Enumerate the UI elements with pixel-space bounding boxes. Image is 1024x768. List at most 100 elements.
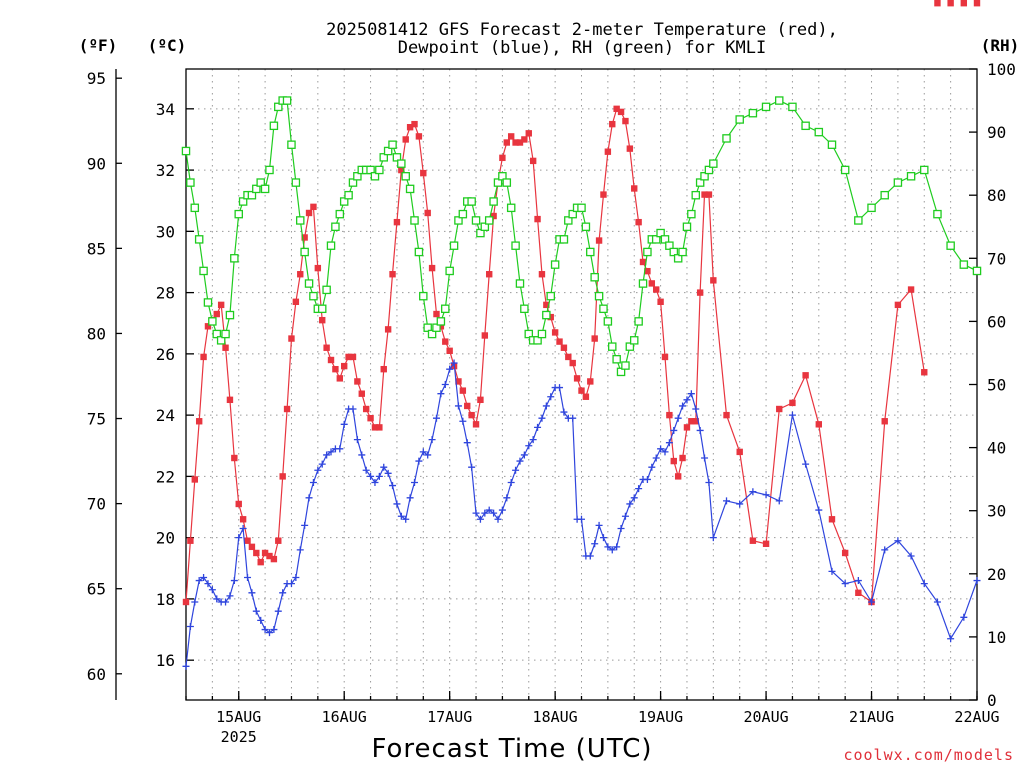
temperature-point [894,301,902,309]
temperature-series [182,0,981,606]
rh-tick-label: 100 [987,60,1016,79]
temperature-point [582,393,590,400]
rh-point [331,222,340,231]
dewpoint-point [279,589,287,597]
temperature-point [609,120,616,128]
rh-point [700,172,709,181]
dewpoint-point [617,524,625,532]
temperature-point [749,537,757,544]
rh-point [709,159,718,168]
temperature-point [736,448,743,456]
x-tick-year-label: 2025 [221,728,257,746]
dewpoint-point [868,598,876,606]
temperature-point [253,549,260,557]
rh-point [594,291,604,301]
dewpoint-point [705,479,713,487]
temperature-point [468,411,475,419]
dewpoint-point [520,451,528,459]
temperature-point [204,323,212,330]
temperature-point [617,108,625,116]
dewpoint-point [437,390,445,398]
rh-point [410,216,419,225]
dewpoint-point [380,463,388,471]
rh-point [234,209,243,219]
rh-point [238,197,248,206]
rh-point [840,165,850,175]
rh-point [401,172,410,181]
rh-point [506,203,516,213]
dewpoint-point [534,423,542,431]
dewpoint-point [195,577,203,585]
rh-point [484,216,494,225]
rh-point [603,317,613,326]
dewpoint-point [762,491,770,499]
rh-point [748,108,758,118]
rh-tick-label: 70 [987,249,1006,268]
temperature-point [257,558,264,566]
celsius-tick-label: 24 [156,406,175,425]
dewpoint-point [626,500,634,508]
dewpoint-line [185,361,978,667]
temperature-point [710,277,717,284]
temperature-point [406,123,414,131]
dewpoint-point [657,445,665,453]
x-tick-label: 21AUG [849,708,894,726]
rh-tick-label: 10 [987,628,1006,647]
dewpoint-point [802,460,810,468]
temperature-point [670,457,677,465]
temperature-point [521,136,528,143]
dewpoint-point [406,494,414,502]
dewpoint-point [661,448,669,456]
fahrenheit-tick-label: 75 [87,410,106,429]
rh-point [304,279,314,288]
temperature-point [200,353,207,361]
credit-link[interactable]: coolwx.com/models [843,746,1014,764]
rh-point [537,329,547,339]
rh-point [471,216,481,225]
rh-point [629,336,639,345]
temperature-point [503,139,510,146]
dewpoint-point [516,457,524,465]
temperature-point [411,120,418,128]
rh-point [581,222,591,231]
dewpoint-point [353,436,361,444]
temperature-point [472,421,480,428]
temperature-point [626,145,634,152]
temperature-point [187,537,194,544]
temperature-point [362,405,370,413]
dewpoint-point [674,414,682,422]
temperature-point [644,267,651,275]
dewpoint-point [854,577,862,585]
dewpoint-point [933,598,941,606]
celsius-tick-label: 20 [156,529,175,548]
x-tick-label: 16AUG [322,708,367,726]
temperature-point [573,375,581,382]
temperature-point [661,353,669,361]
dewpoint-point [472,509,480,517]
temperature-point [631,185,638,192]
dewpoint-point [481,509,489,517]
grid [186,69,977,700]
dewpoint-point [894,537,902,545]
dewpoint-point [186,622,194,630]
rh-point [458,209,468,219]
temperature-point [292,298,300,305]
rh-point [383,146,393,156]
rh-point [564,216,573,225]
x-tick-label: 17AUG [427,708,472,726]
dewpoint-point [305,494,313,502]
rh-point [379,153,388,162]
dewpoint-point [485,506,493,514]
dewpoint-point [384,469,392,477]
temperature-point [455,378,462,385]
axes: 60 65 70 75 80 85 90 95 16 18 20 22 24 26 28 30 32 34 0 10 2… [87,60,1016,746]
temperature-point [679,454,686,462]
dewpoint-point [296,546,304,554]
dewpoint-point [191,598,199,606]
dewpoint-point [459,417,467,425]
temperature-point [275,537,282,544]
dewpoint-point [947,635,955,643]
celsius-tick-label: 26 [156,345,175,364]
temperature-point [261,549,269,557]
temperature-point [380,365,387,373]
